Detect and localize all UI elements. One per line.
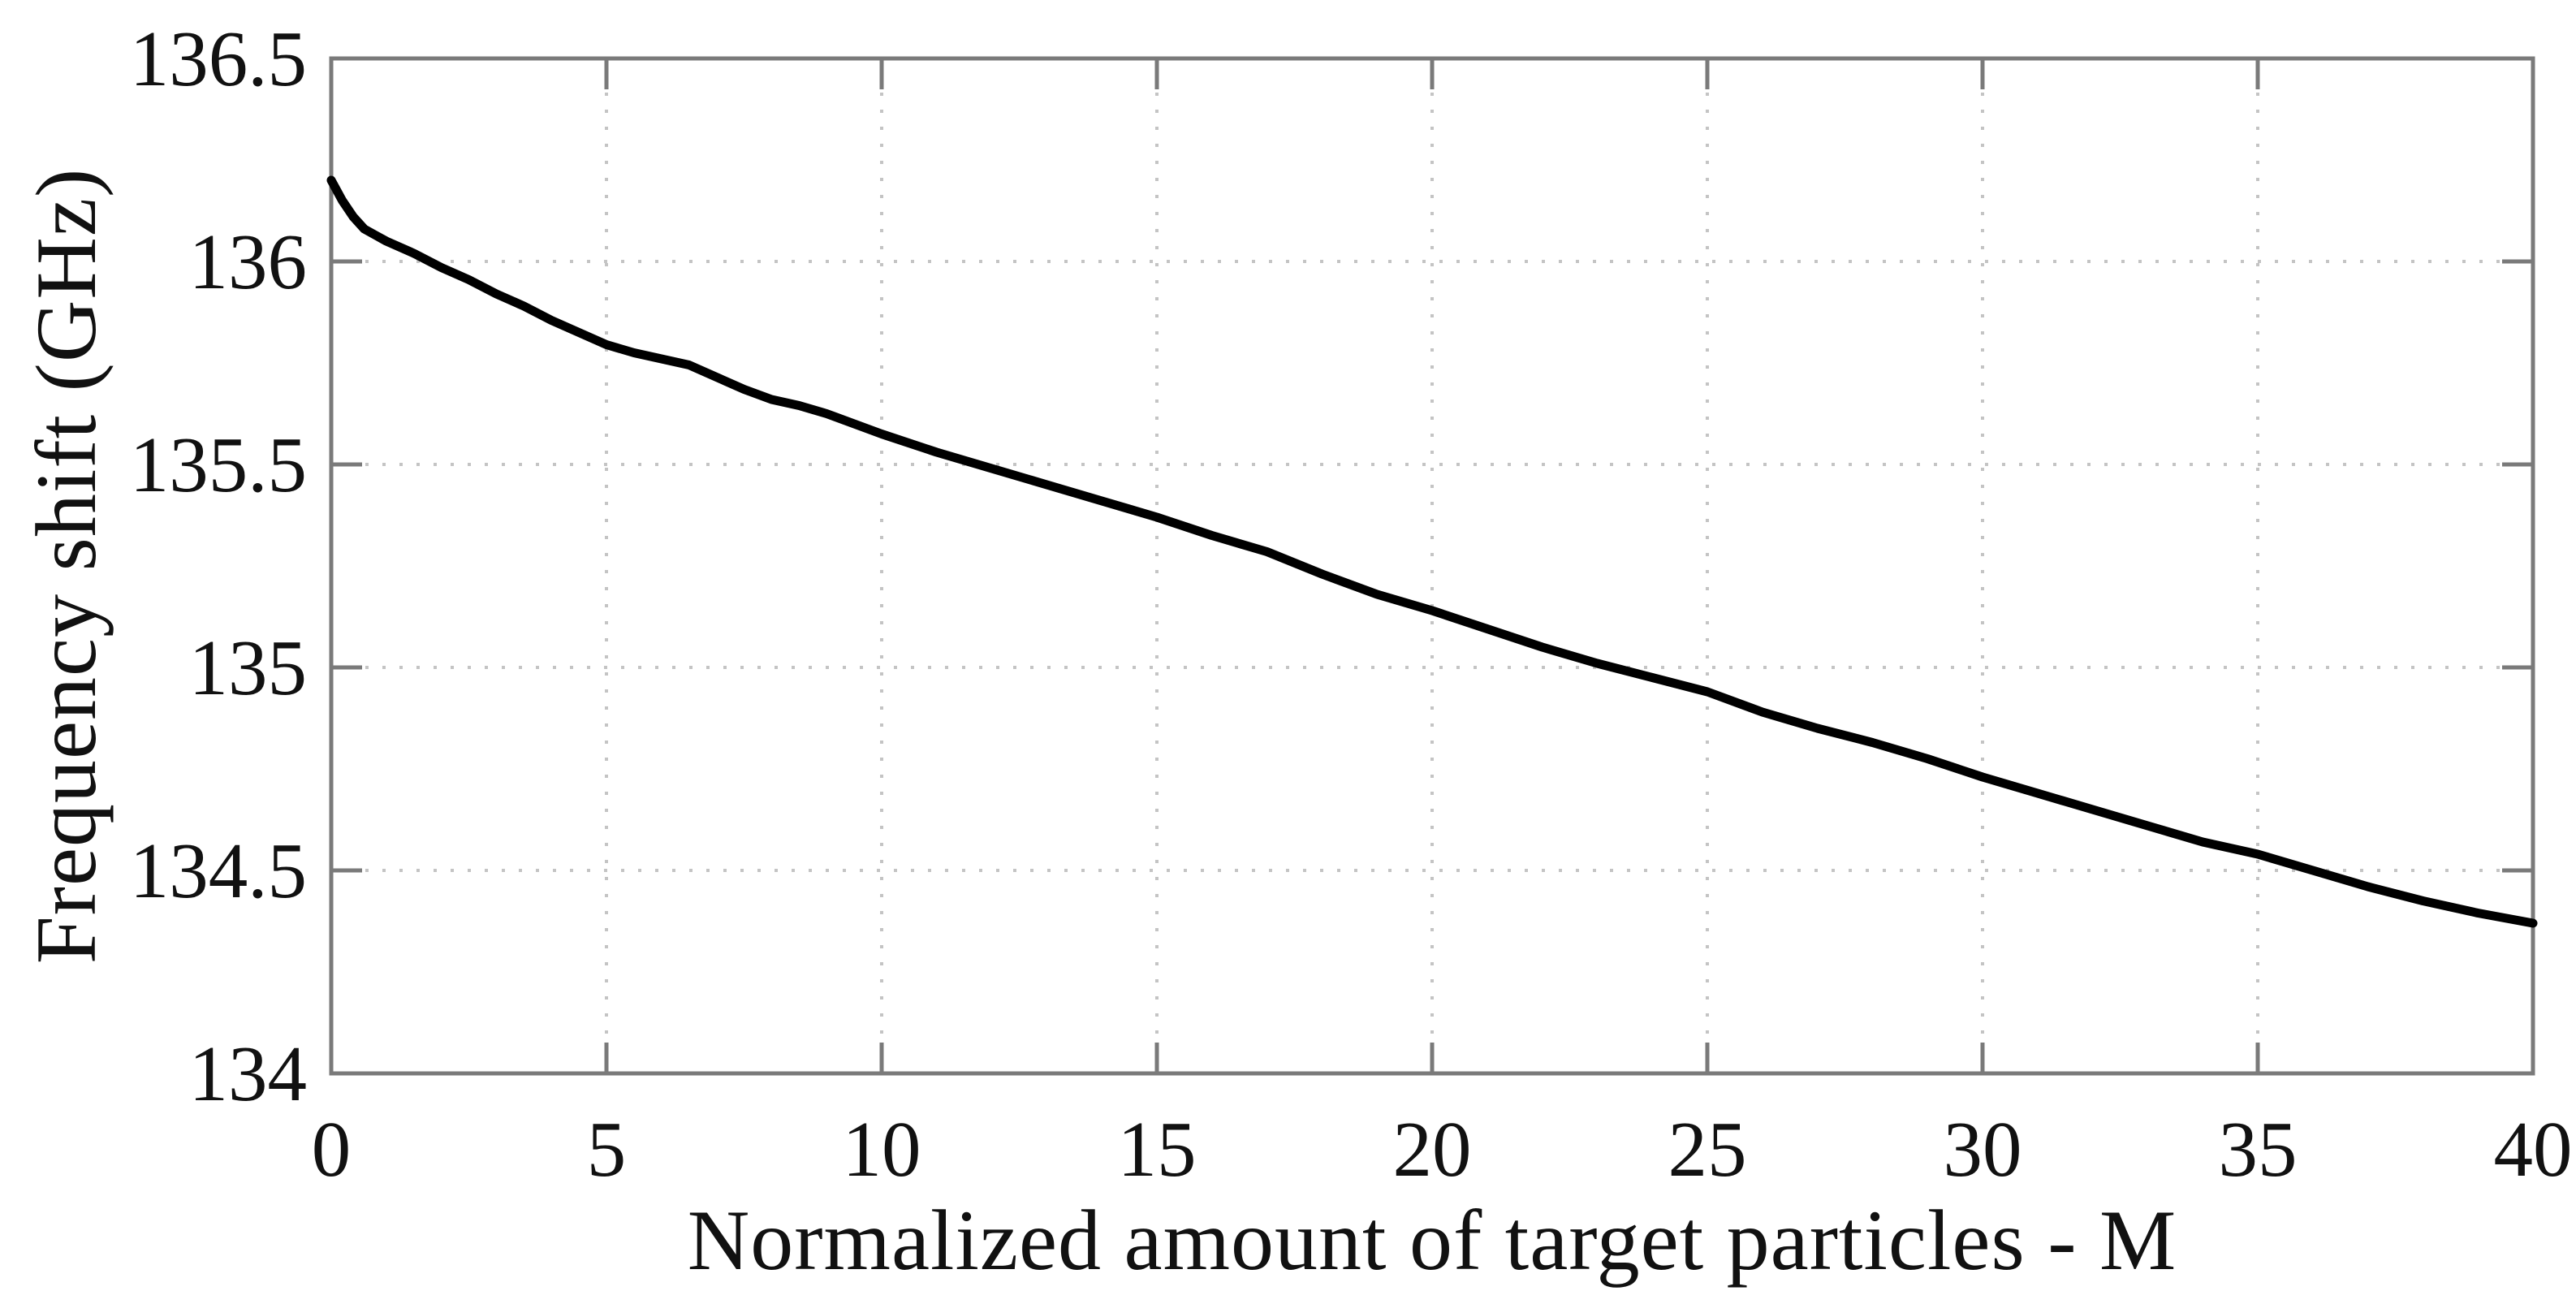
frequency-shift-line <box>326 175 2538 928</box>
x-tick-label: 35 <box>2219 1106 2298 1193</box>
y-axis-title: Frequency shift (GHz) <box>19 167 114 965</box>
y-tick-label: 134 <box>189 1030 308 1117</box>
x-tick-label: 0 <box>312 1106 352 1193</box>
y-tick-label: 135 <box>189 624 308 711</box>
x-tick-label: 40 <box>2494 1106 2573 1193</box>
x-tick-label: 30 <box>1944 1106 2022 1193</box>
y-tick-label: 136.5 <box>130 15 307 102</box>
x-tick-label: 20 <box>1393 1106 1472 1193</box>
x-tick-label: 25 <box>1668 1106 1747 1193</box>
x-axis-title: Normalized amount of target particles - … <box>687 1193 2177 1288</box>
y-tick-label: 135.5 <box>130 421 307 508</box>
x-tick-label: 15 <box>1118 1106 1197 1193</box>
axes-box <box>329 56 2535 1076</box>
y-tick-label: 134.5 <box>130 827 307 914</box>
x-tick-label: 10 <box>843 1106 921 1193</box>
x-tick-label: 5 <box>587 1106 627 1193</box>
y-tick-label: 136 <box>189 218 308 305</box>
